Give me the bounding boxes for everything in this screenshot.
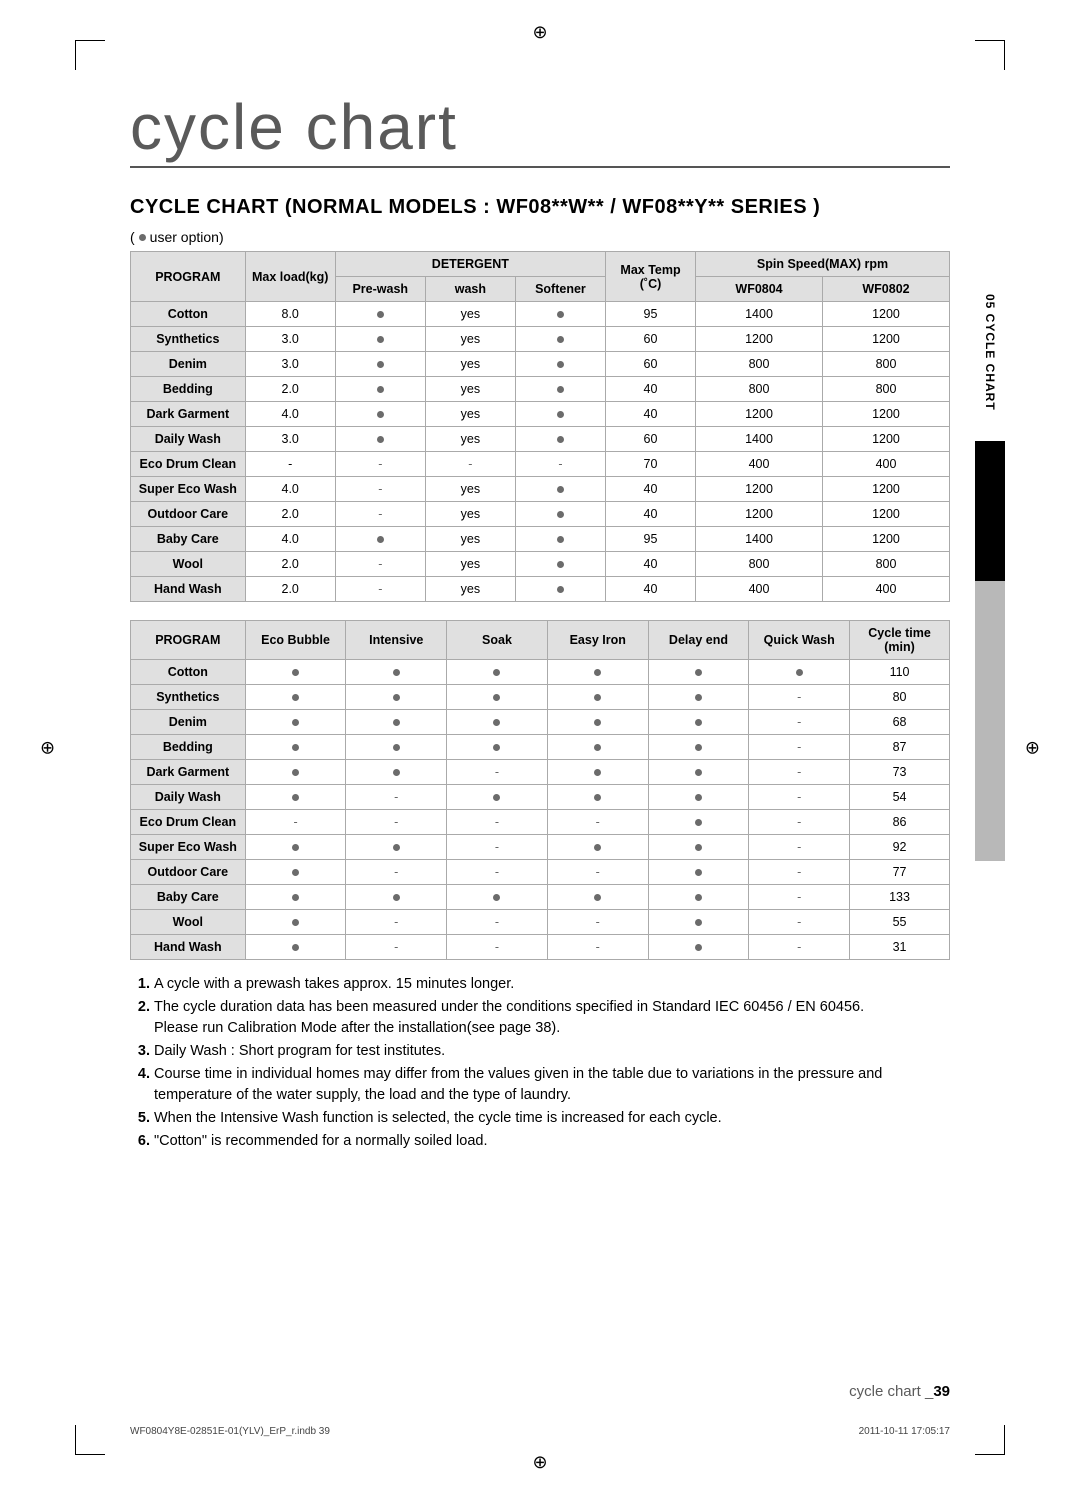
table-row: Outdoor Care----77 — [131, 860, 950, 885]
note-item: Course time in individual homes may diff… — [154, 1064, 950, 1106]
table-row: Wool2.0-yes40800800 — [131, 552, 950, 577]
table-row: Dark Garment--73 — [131, 760, 950, 785]
note-item: The cycle duration data has been measure… — [154, 997, 950, 1039]
table-row: Baby Care4.0yes9514001200 — [131, 527, 950, 552]
table-row: Denim3.0yes60800800 — [131, 352, 950, 377]
table-row: Cotton110 — [131, 660, 950, 685]
table-row: Super Eco Wash--92 — [131, 835, 950, 860]
page-title: cycle chart — [130, 90, 950, 168]
table-row: Wool----55 — [131, 910, 950, 935]
note-item: "Cotton" is recommended for a normally s… — [154, 1131, 950, 1152]
page-footer: cycle chart _39 — [849, 1383, 950, 1400]
print-footer-right: 2011-10-11 17:05:17 — [859, 1426, 950, 1437]
note-item: When the Intensive Wash function is sele… — [154, 1108, 950, 1129]
table-row: Super Eco Wash4.0-yes4012001200 — [131, 477, 950, 502]
table-row: Daily Wash--54 — [131, 785, 950, 810]
chapter-side-tab: 05 CYCLE CHART — [975, 280, 1005, 1000]
table-row: Eco Drum Clean-----86 — [131, 810, 950, 835]
table-row: Dark Garment4.0yes4012001200 — [131, 402, 950, 427]
cycle-table-1: PROGRAM Max load(kg) DETERGENT Max Temp … — [130, 251, 950, 602]
table-row: Bedding-87 — [131, 735, 950, 760]
registration-mark: ⊕ — [532, 22, 547, 43]
table-row: Daily Wash3.0yes6014001200 — [131, 427, 950, 452]
registration-mark: ⊕ — [532, 1452, 547, 1473]
table-row: Bedding2.0yes40800800 — [131, 377, 950, 402]
note-item: A cycle with a prewash takes approx. 15 … — [154, 974, 950, 995]
table-row: Denim-68 — [131, 710, 950, 735]
table-row: Eco Drum Clean----70400400 — [131, 452, 950, 477]
table-row: Synthetics3.0yes6012001200 — [131, 327, 950, 352]
notes-list: A cycle with a prewash takes approx. 15 … — [130, 974, 950, 1152]
table-row: Hand Wash2.0-yes40400400 — [131, 577, 950, 602]
table-row: Baby Care-133 — [131, 885, 950, 910]
table-row: Outdoor Care2.0-yes4012001200 — [131, 502, 950, 527]
print-footer-left: WF0804Y8E-02851E-01(YLV)_ErP_r.indb 39 — [130, 1426, 330, 1437]
table-row: Cotton8.0yes9514001200 — [131, 302, 950, 327]
table-row: Synthetics-80 — [131, 685, 950, 710]
cycle-table-2: PROGRAM Eco Bubble Intensive Soak Easy I… — [130, 620, 950, 960]
table-row: Hand Wash----31 — [131, 935, 950, 960]
section-title: CYCLE CHART (NORMAL MODELS : WF08**W** /… — [130, 196, 950, 219]
legend: ( user option) — [130, 229, 950, 245]
note-item: Daily Wash : Short program for test inst… — [154, 1041, 950, 1062]
registration-mark: ⊕ — [1025, 737, 1040, 758]
registration-mark: ⊕ — [40, 737, 55, 758]
page-content: cycle chart CYCLE CHART (NORMAL MODELS :… — [130, 90, 950, 1154]
